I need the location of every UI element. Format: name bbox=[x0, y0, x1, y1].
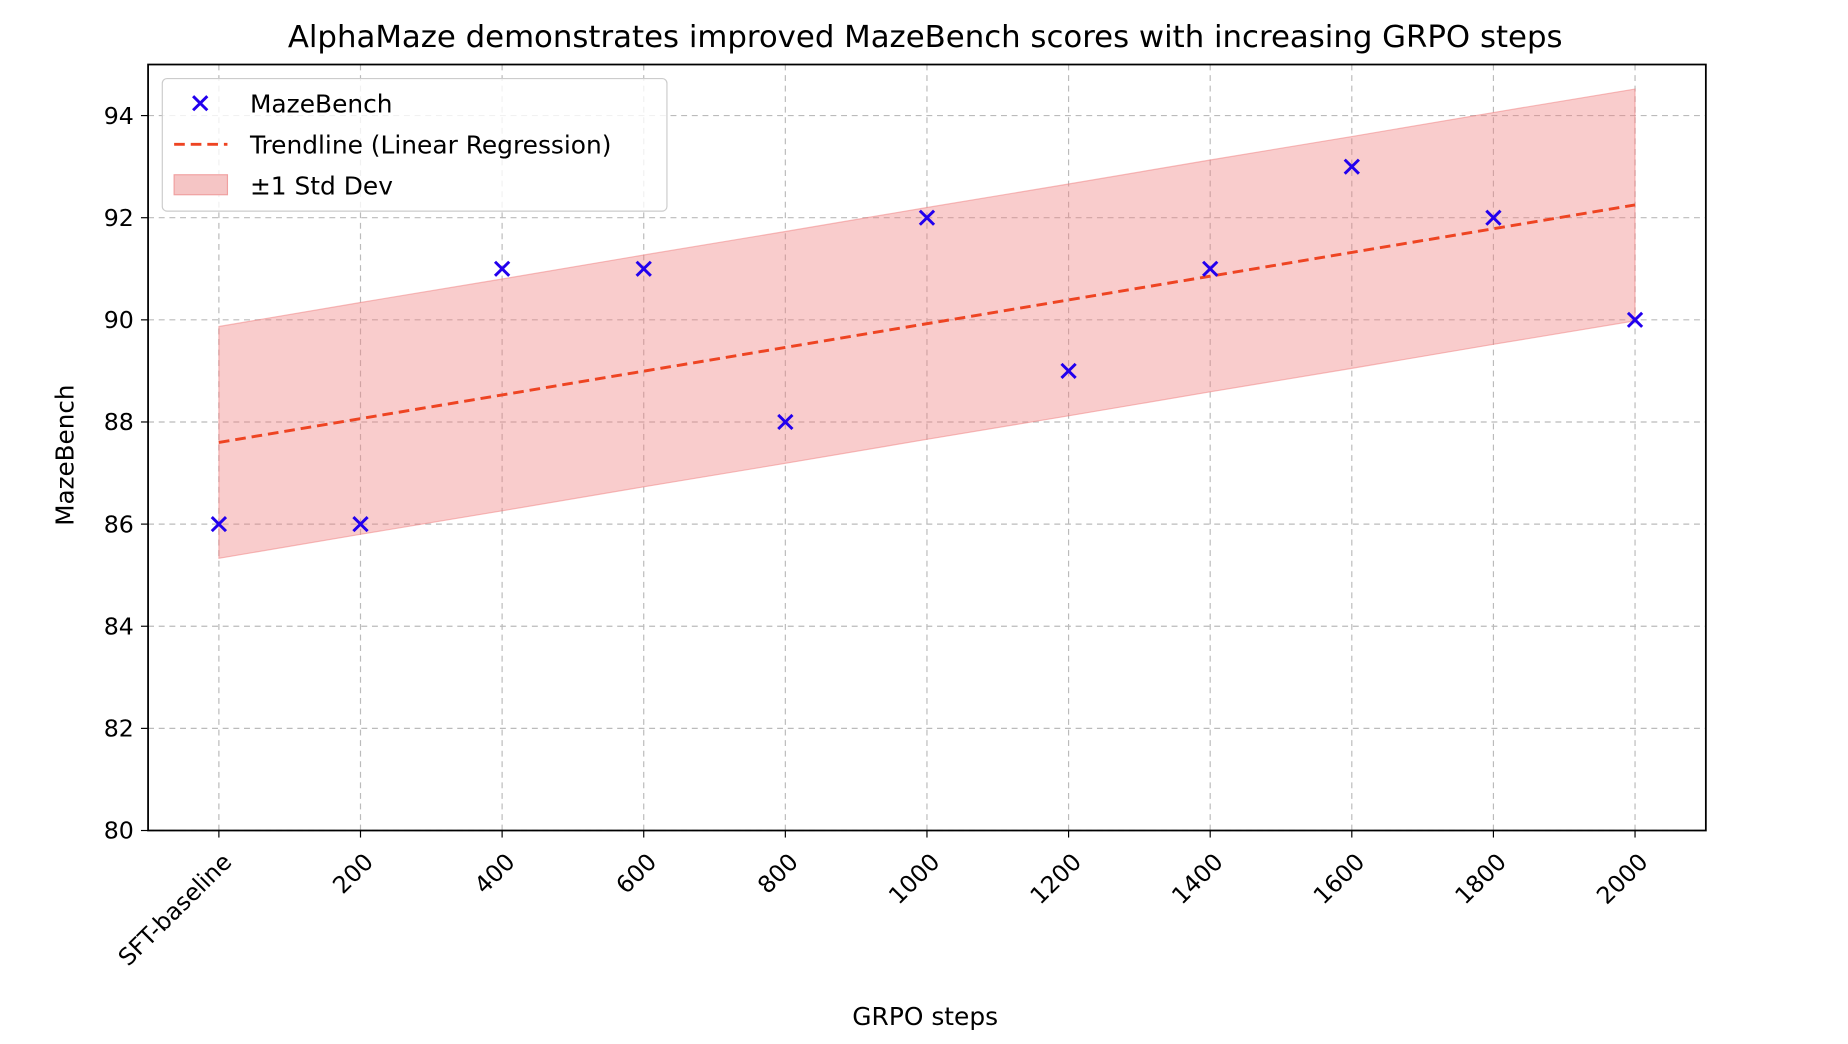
data-point bbox=[1626, 311, 1644, 328]
y-tick-label: 84 bbox=[104, 613, 134, 641]
x-tick-label: 2000 bbox=[1591, 848, 1654, 910]
data-point bbox=[918, 209, 936, 226]
x-axis-label: GRPO steps bbox=[852, 1002, 998, 1031]
x-tick-label: 1600 bbox=[1308, 848, 1371, 910]
data-point bbox=[493, 260, 511, 277]
y-tick-label: 94 bbox=[104, 102, 134, 130]
y-tick-label: 80 bbox=[104, 817, 134, 845]
data-point-stroke bbox=[210, 516, 228, 533]
x-tick-label: SFT-baseline bbox=[113, 848, 238, 972]
data-point bbox=[1485, 209, 1502, 226]
trendline-line bbox=[218, 203, 1636, 444]
chart-title: AlphaMaze demonstrates improved MazeBenc… bbox=[288, 20, 1563, 55]
y-tick-label: 82 bbox=[104, 715, 134, 743]
legend-band-swatch-icon bbox=[173, 174, 229, 196]
data-point-stroke bbox=[493, 260, 511, 277]
data-point-stroke bbox=[1202, 260, 1219, 277]
data-point-stroke bbox=[635, 260, 652, 277]
data-point bbox=[1202, 260, 1219, 277]
data-point-stroke bbox=[1626, 311, 1644, 328]
data-point bbox=[1060, 362, 1077, 379]
x-tick-label: 800 bbox=[752, 848, 804, 899]
x-tick-label: 1000 bbox=[883, 848, 946, 910]
x-tick-label: 1800 bbox=[1449, 848, 1512, 910]
y-tick-label: 90 bbox=[104, 306, 134, 334]
x-tick-label: 600 bbox=[610, 848, 662, 899]
data-point-stroke bbox=[352, 516, 369, 533]
data-point-stroke bbox=[1060, 362, 1077, 379]
legend-label-stddev: ±1 Std Dev bbox=[250, 172, 393, 201]
y-axis-ticks: 80 82 84 86 88 90 92 94 bbox=[104, 102, 149, 845]
trendline bbox=[218, 203, 1636, 444]
legend-marker-x-icon bbox=[192, 95, 209, 112]
x-axis-ticks: SFT-baseline 200 400 600 800 1000 1200 1400 1600… bbox=[113, 830, 1654, 972]
y-tick-label: 86 bbox=[104, 510, 134, 538]
data-point-stroke bbox=[1485, 209, 1502, 226]
legend-box bbox=[161, 78, 668, 212]
scatter-points bbox=[210, 158, 1644, 533]
x-tick-label: 1200 bbox=[1025, 848, 1088, 910]
data-point-stroke bbox=[1343, 158, 1360, 175]
y-tick-label: 92 bbox=[104, 204, 134, 232]
data-point bbox=[210, 516, 228, 533]
x-tick-label: 200 bbox=[327, 848, 379, 899]
legend-label-trendline: Trendline (Linear Regression) bbox=[249, 131, 612, 160]
data-point-stroke bbox=[918, 209, 936, 226]
legend: MazeBench Trendline (Linear Regression) … bbox=[161, 78, 668, 212]
data-point bbox=[1343, 158, 1360, 175]
y-axis-label: MazeBench bbox=[50, 385, 79, 526]
data-point bbox=[777, 413, 794, 431]
data-point-stroke bbox=[777, 413, 794, 431]
data-point bbox=[635, 260, 652, 277]
y-tick-label: 88 bbox=[104, 408, 134, 436]
x-tick-label: 1400 bbox=[1166, 848, 1229, 910]
data-point bbox=[352, 516, 369, 533]
x-tick-label: 400 bbox=[469, 848, 521, 899]
legend-label-mazebench: MazeBench bbox=[250, 90, 393, 119]
